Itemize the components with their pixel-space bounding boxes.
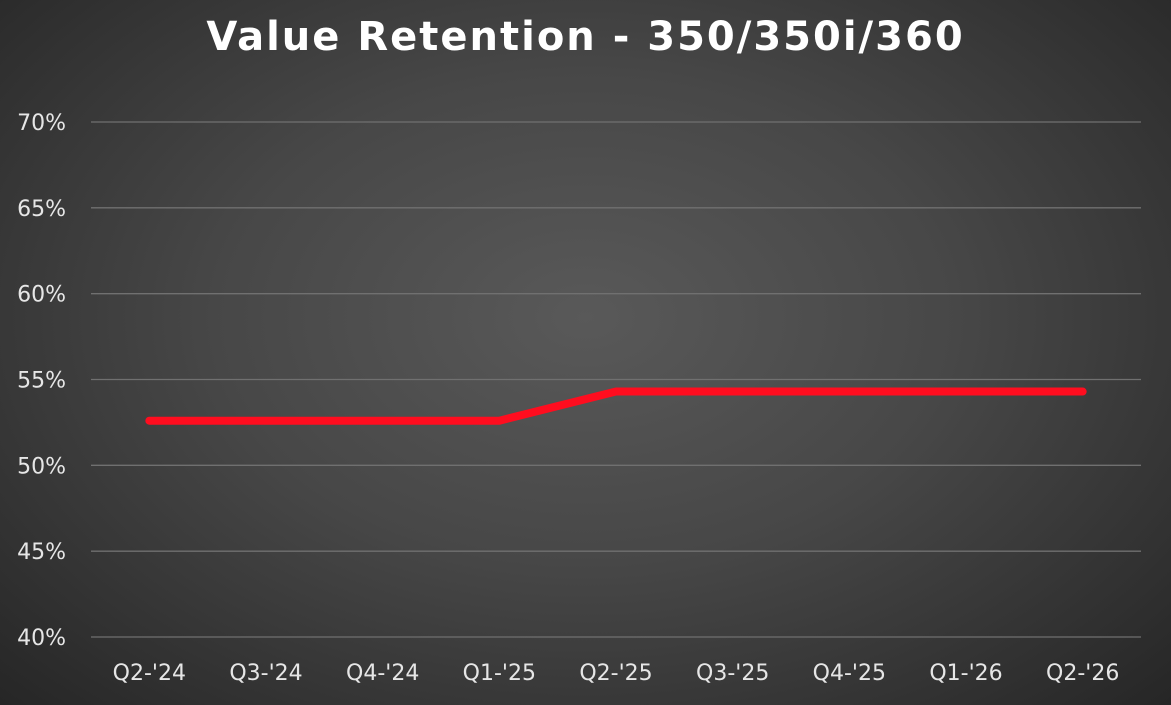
x-tick-label: Q2-'24 bbox=[113, 661, 186, 686]
x-tick-label: Q2-'25 bbox=[579, 661, 652, 686]
y-tick-label: 45% bbox=[17, 540, 66, 565]
y-tick-label: 40% bbox=[17, 626, 66, 651]
x-tick-label: Q3-'24 bbox=[229, 661, 302, 686]
series-lines bbox=[145, 387, 1087, 425]
x-tick-label: Q1-'25 bbox=[463, 661, 536, 686]
x-tick-label: Q2-'26 bbox=[1046, 661, 1119, 686]
y-tick-label: 50% bbox=[17, 454, 66, 479]
y-axis-tick-labels: 70% 65% 60% 55% 50% 45% 40% bbox=[17, 111, 66, 651]
y-tick-label: 65% bbox=[17, 197, 66, 222]
series-line bbox=[145, 387, 1087, 425]
x-axis-tick-labels: Q2-'24 Q3-'24 Q4-'24 Q1-'25 Q2-'25 Q3-'25 Q4-'… bbox=[113, 661, 1120, 686]
x-tick-label: Q1-'26 bbox=[929, 661, 1002, 686]
x-tick-label: Q4-'25 bbox=[813, 661, 886, 686]
x-tick-label: Q3-'25 bbox=[696, 661, 769, 686]
y-tick-label: 55% bbox=[17, 369, 66, 394]
chart-title: Value Retention - 350/350i/360 bbox=[206, 14, 965, 60]
x-tick-label: Q4-'24 bbox=[346, 661, 419, 686]
y-tick-label: 60% bbox=[17, 283, 66, 308]
y-tick-label: 70% bbox=[17, 111, 66, 136]
gridlines bbox=[91, 121, 1141, 638]
